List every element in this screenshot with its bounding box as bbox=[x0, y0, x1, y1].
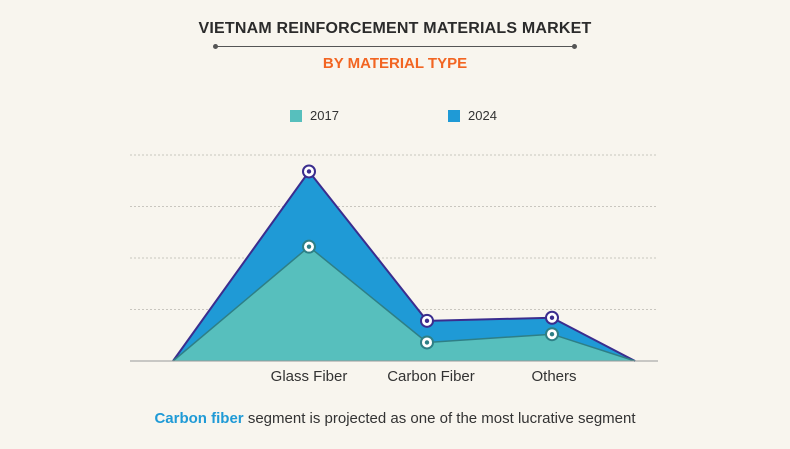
legend-label-2024: 2024 bbox=[468, 108, 497, 123]
point-center-2024-2 bbox=[549, 315, 555, 320]
legend-label-2017: 2017 bbox=[310, 108, 339, 123]
point-center-2024-1 bbox=[424, 318, 430, 324]
legend-item-2017: 2017 bbox=[290, 108, 339, 123]
legend-item-2024: 2024 bbox=[448, 108, 497, 123]
point-center-2017-1 bbox=[424, 340, 430, 345]
point-center-2024-0 bbox=[306, 169, 312, 174]
x-tick-label-others: Others bbox=[531, 368, 577, 385]
chart-title: VIETNAM REINFORCEMENT MATERIALS MARKET bbox=[198, 20, 592, 37]
legend-swatch-2024 bbox=[448, 109, 460, 122]
footer-highlight: Carbon fiber bbox=[154, 410, 244, 427]
point-center-2017-2 bbox=[549, 332, 555, 337]
x-tick-label-carbon-fiber: Carbon Fiber bbox=[387, 368, 475, 385]
x-tick-label-glass-fiber: Glass Fiber bbox=[270, 368, 348, 385]
chart-subtitle: BY MATERIAL TYPE bbox=[322, 55, 468, 72]
point-center-2017-0 bbox=[306, 244, 312, 249]
area-2017 bbox=[173, 246, 635, 361]
title-divider bbox=[213, 44, 577, 49]
legend-swatch-2017 bbox=[290, 109, 302, 122]
footer-text: segment is projected as one of the most … bbox=[243, 410, 636, 427]
footer-caption: Carbon fiber segment is projected as one… bbox=[0, 410, 790, 427]
